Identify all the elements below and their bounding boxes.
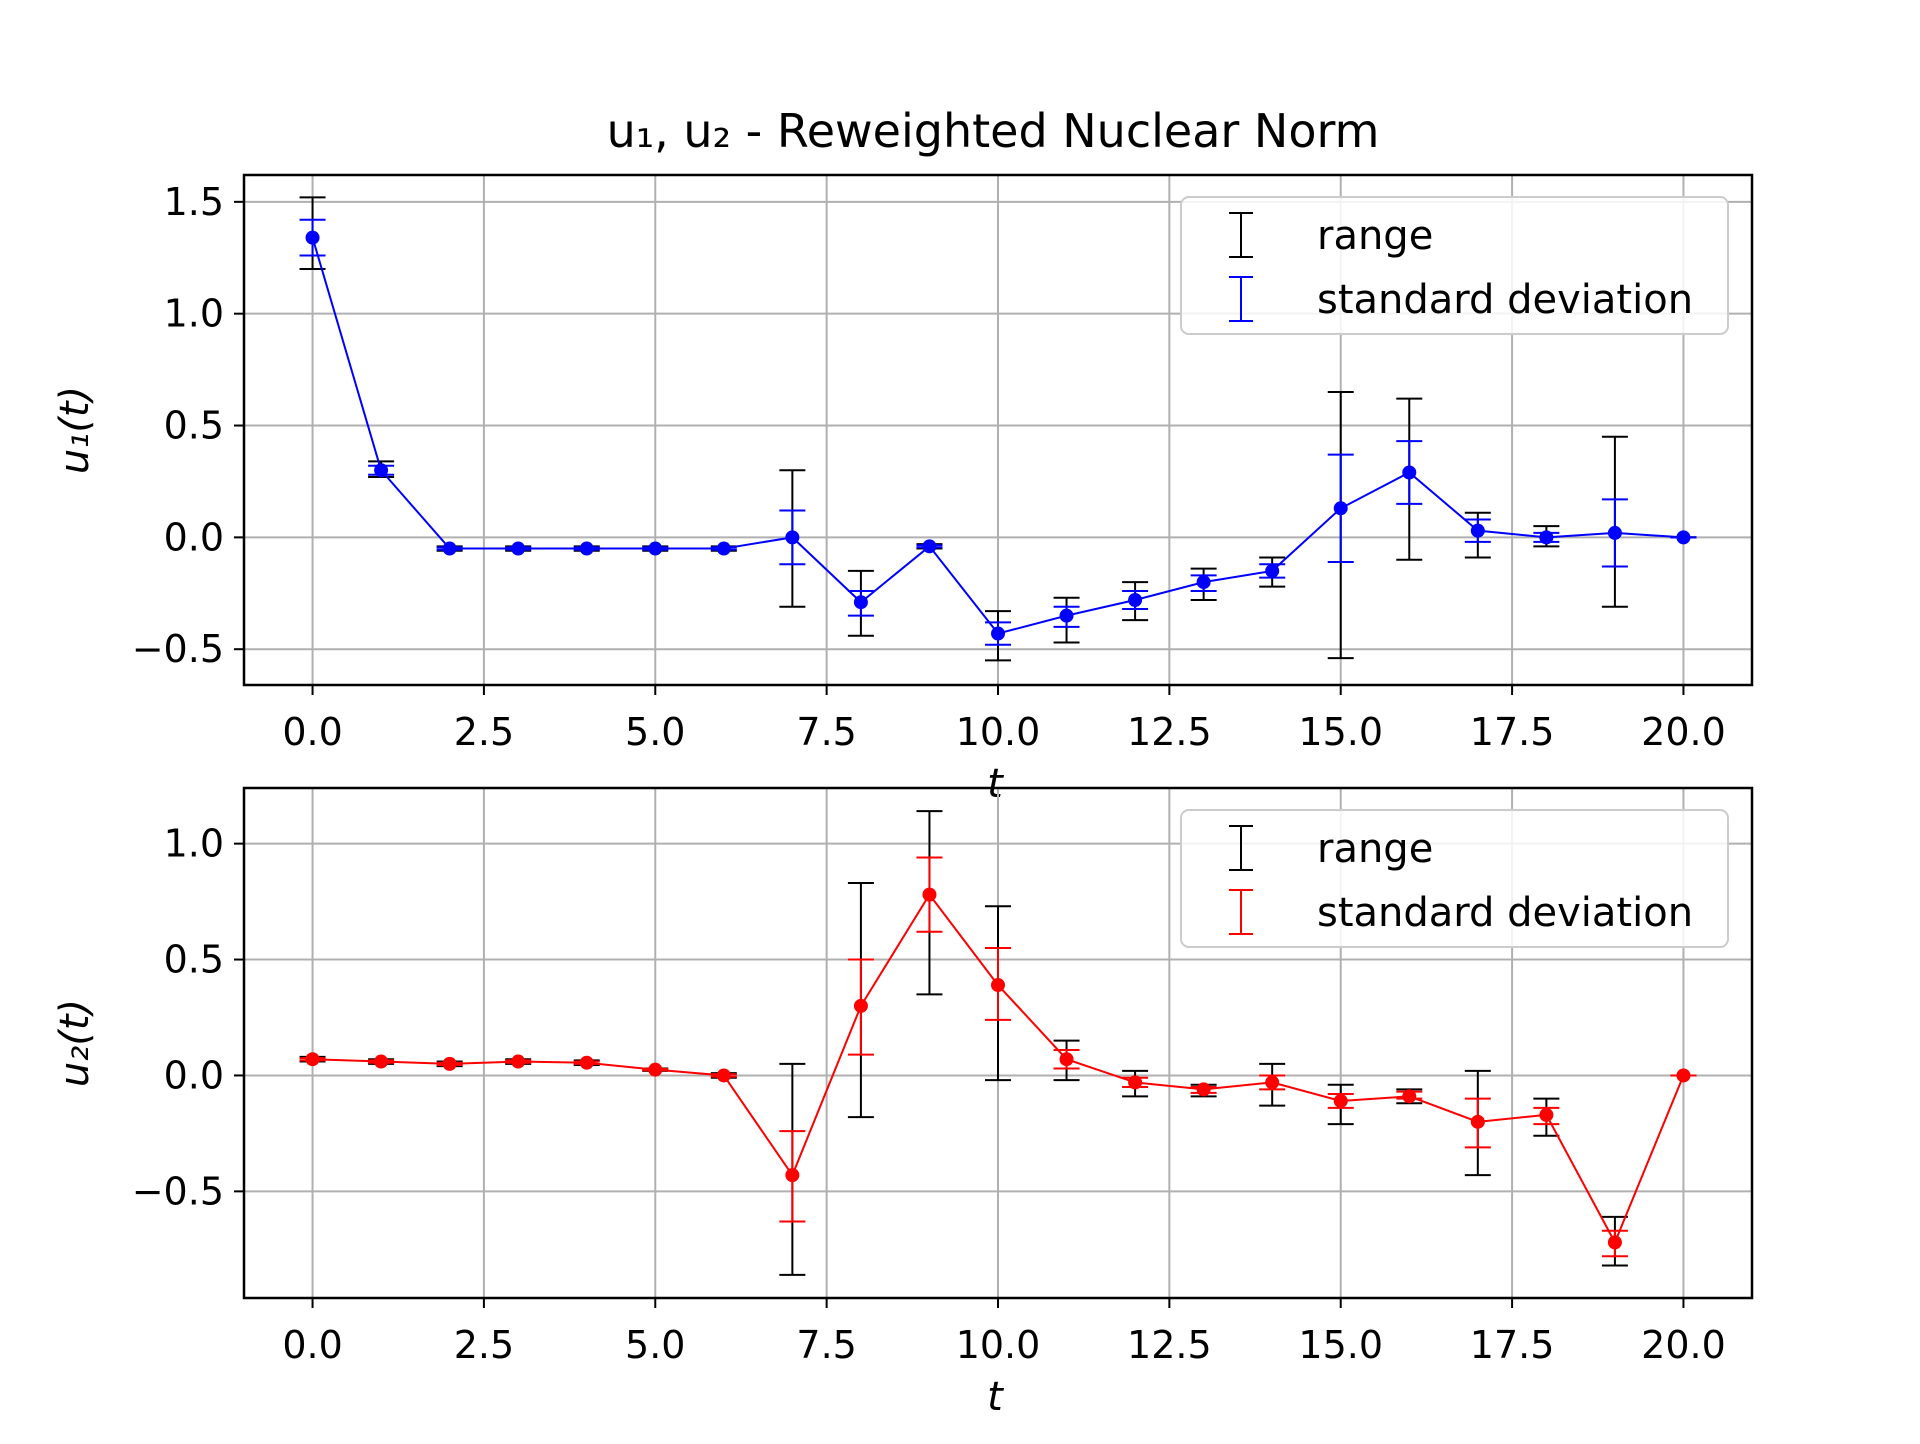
x-tick-label: 2.5 (454, 1323, 514, 1367)
x-tick-label: 0.0 (282, 1323, 342, 1367)
data-point (1196, 575, 1211, 590)
data-point (1128, 593, 1143, 607)
y-tick-label: 0.5 (164, 404, 224, 448)
data-point (1128, 1075, 1143, 1090)
data-point (1607, 1235, 1622, 1250)
x-tick-label: 10.0 (956, 710, 1041, 754)
data-point (1333, 501, 1348, 516)
y-axis-label: u₂(t) (52, 999, 98, 1087)
legend-range-label: range (1317, 826, 1433, 872)
data-point (305, 230, 320, 245)
data-point (511, 541, 526, 556)
data-point (853, 998, 868, 1013)
data-point (922, 539, 937, 554)
data-point (374, 463, 389, 478)
data-point (716, 541, 731, 556)
data-point (305, 1052, 320, 1067)
data-point (1265, 563, 1280, 578)
data-point (1059, 608, 1074, 623)
data-point (1607, 525, 1622, 540)
x-tick-label: 7.5 (796, 710, 856, 754)
y-tick-label: 1.5 (164, 180, 224, 224)
data-point (1265, 1075, 1280, 1090)
y-tick-label: −0.5 (132, 627, 224, 671)
bottom-panel: 0.0 2.5 5.0 7.5 10.0 12.5 15.0 17.5 20.0 −0.5 0.0 0… (52, 786, 1754, 1420)
legend-range-label: range (1317, 213, 1433, 259)
data-point (785, 530, 800, 545)
data-point (648, 541, 663, 556)
y-tick-label: 1.0 (164, 822, 224, 866)
data-point (991, 978, 1005, 993)
data-point (716, 1068, 731, 1083)
legend-box (1180, 196, 1729, 335)
y-tick-label: −0.5 (132, 1169, 224, 1213)
x-tick-label: 12.5 (1127, 1323, 1212, 1367)
data-point (1539, 1107, 1554, 1122)
y-tick-label: 0.0 (164, 515, 224, 559)
x-tick-label: 7.5 (796, 1323, 856, 1367)
x-tick-label: 17.5 (1470, 710, 1555, 754)
x-tick-label: 2.5 (454, 710, 514, 754)
data-point (1539, 530, 1554, 545)
data-point (1059, 1052, 1074, 1067)
data-point (579, 1055, 594, 1070)
y-tick-label: 0.5 (164, 938, 224, 982)
plot-frame (242, 173, 1754, 687)
data-point (648, 1062, 663, 1077)
data-point (1470, 523, 1485, 538)
data-point (442, 1056, 457, 1071)
x-tick-label: 12.5 (1127, 710, 1212, 754)
x-tick-label: 20.0 (1641, 1323, 1726, 1367)
x-tick-label: 15.0 (1298, 710, 1383, 754)
x-axis-label: t (987, 1374, 1004, 1420)
legend-box (1180, 809, 1729, 948)
data-point (1402, 1089, 1417, 1104)
data-point (1676, 530, 1691, 545)
legend-standard-deviation-label: standard deviation (1317, 277, 1693, 323)
x-tick-label: 20.0 (1641, 710, 1726, 754)
x-tick-label: 0.0 (282, 710, 342, 754)
y-tick-label: 0.0 (164, 1053, 224, 1097)
data-point (579, 541, 594, 556)
x-axis-label: t (987, 761, 1004, 807)
x-tick-label: 5.0 (625, 710, 685, 754)
data-point (1676, 1068, 1691, 1083)
data-point (785, 1168, 800, 1183)
chart-title: u₁, u₂ - Reweighted Nuclear Norm (607, 104, 1380, 158)
data-point (1402, 465, 1417, 480)
plot-frame (242, 786, 1754, 1300)
data-point (442, 541, 457, 556)
data-point (511, 1054, 526, 1069)
data-point (1333, 1093, 1348, 1108)
y-axis-label: u₁(t) (52, 386, 98, 474)
x-tick-label: 10.0 (956, 1323, 1041, 1367)
data-point (1470, 1114, 1485, 1129)
y-tick-label: 1.0 (164, 292, 224, 336)
data-point (374, 1054, 389, 1069)
legend-standard-deviation-label: standard deviation (1317, 890, 1693, 936)
data-point (991, 626, 1005, 641)
data-point (922, 887, 937, 902)
top-panel: 0.0 2.5 5.0 7.5 10.0 12.5 15.0 17.5 20.0 −0.5 0.0 0… (52, 173, 1754, 807)
x-tick-label: 17.5 (1470, 1323, 1555, 1367)
data-point (1196, 1082, 1211, 1097)
data-point (853, 595, 868, 610)
x-tick-label: 15.0 (1298, 1323, 1383, 1367)
x-tick-label: 5.0 (625, 1323, 685, 1367)
